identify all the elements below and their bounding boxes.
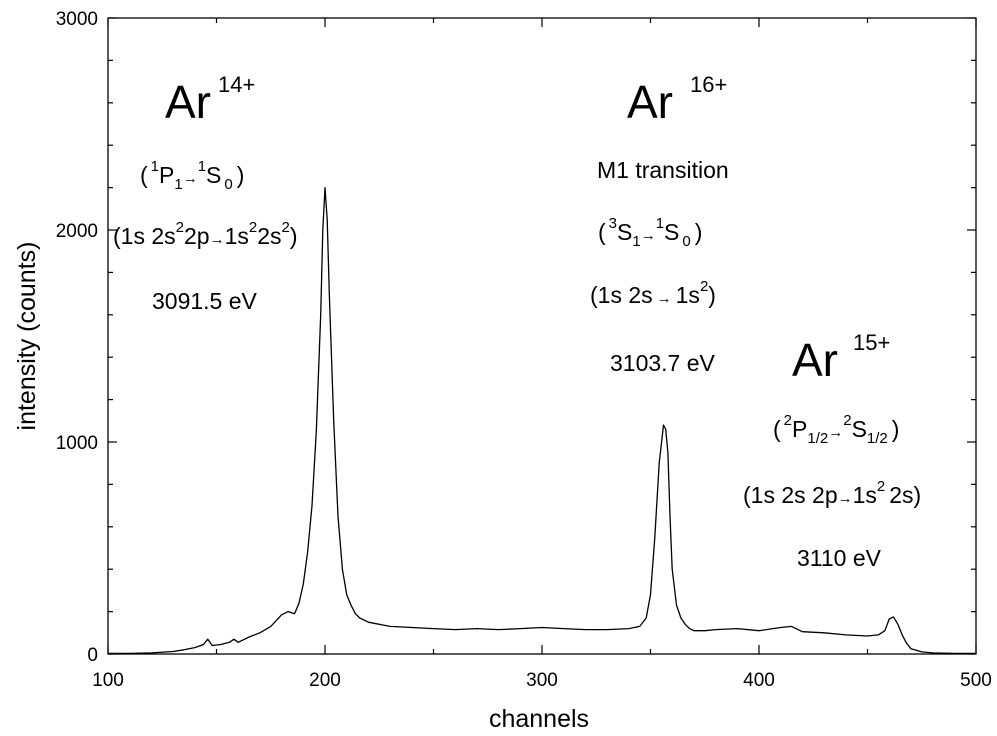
y-axis-title: intensity (counts) [13, 242, 41, 431]
ar16-charge: 16+ [690, 72, 727, 97]
annotation-ar16: Ar 16+ M1 transition (3S1→1S 0) (1s 2s → 1s… [590, 72, 729, 376]
x-tick-label: 500 [960, 670, 992, 691]
ar16-config: (1s 2s → 1s2) [590, 278, 716, 308]
y-tick-label: 0 [87, 645, 98, 666]
ar16-transition: (3S1→1S 0) [598, 215, 702, 250]
ar15-charge: 15+ [853, 330, 890, 355]
x-tick-label: 300 [526, 670, 558, 691]
axis-tick-labels: 100 200 300 400 500 0 1000 2000 3000 [56, 9, 992, 691]
spectrum-line [108, 186, 976, 655]
ar14-transition: (1P1→1S 0) [140, 158, 244, 193]
x-tick-label: 100 [92, 670, 124, 691]
annotation-ar14: Ar 14+ (1P1→1S 0) (1s 2s22p→1s22s2) 3091.… [113, 72, 298, 314]
ar16-ion-label: Ar [627, 76, 673, 128]
x-tick-label: 400 [743, 670, 775, 691]
y-tick-label: 3000 [56, 9, 98, 30]
ar14-ion-label: Ar [165, 76, 211, 128]
y-tick-label: 1000 [56, 433, 98, 454]
annotation-ar15: Ar 15+ (2P1/2→2S1/2) (1s 2s 2p→1s2 2s) 31… [743, 330, 921, 571]
x-axis-title: channels [489, 705, 589, 733]
ar15-config: (1s 2s 2p→1s2 2s) [743, 478, 921, 508]
ar16-type: M1 transition [597, 157, 729, 183]
ar15-ion-label: Ar [792, 334, 838, 386]
ar15-energy: 3110 eV [797, 545, 882, 571]
ar14-config: (1s 2s22p→1s22s2) [113, 219, 298, 249]
ar14-charge: 14+ [218, 72, 255, 97]
x-tick-label: 200 [309, 670, 341, 691]
ar15-transition: (2P1/2→2S1/2) [773, 412, 899, 447]
y-tick-label: 2000 [56, 221, 98, 242]
ar16-energy: 3103.7 eV [610, 350, 716, 376]
axis-ticks [107, 17, 977, 655]
ar14-energy: 3091.5 eV [152, 288, 258, 314]
